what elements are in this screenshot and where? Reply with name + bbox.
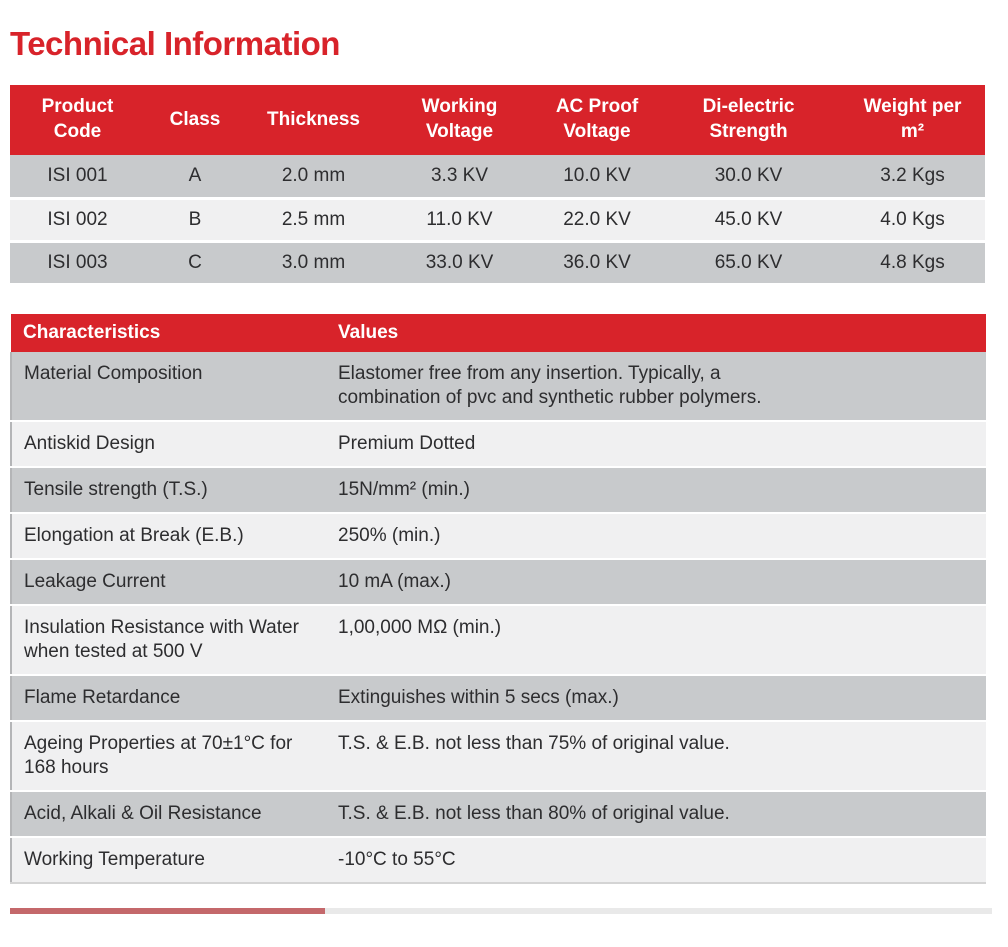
spec-cell: 10.0 KV	[537, 155, 657, 200]
spec-column-header: AC Proof Voltage	[537, 85, 657, 155]
next-table-top-edge	[10, 907, 992, 914]
spec-cell: 22.0 KV	[537, 198, 657, 243]
characteristic-value-text: Premium Dotted	[338, 432, 476, 454]
characteristic-value: Extinguishes within 5 secs (max.)	[326, 674, 986, 722]
spec-table-row: ISI 003 C 3.0 mm 33.0 KV 36.0 KV 65.0 KV 4.8 K…	[10, 241, 985, 286]
characteristic-value: Elastomer free from any insertion. Typic…	[326, 351, 986, 422]
characteristic-row: Leakage Current 10 mA (max.)	[10, 558, 986, 606]
characteristic-label: Elongation at Break (E.B.)	[10, 512, 326, 560]
characteristic-value-text: Extinguishes within 5 secs (max.)	[338, 686, 619, 708]
header-row: Product Code Class Thickness Working Voltag…	[10, 85, 985, 155]
characteristic-value: 1,00,000 MΩ (min.)	[326, 604, 986, 676]
characteristic-row: Antiskid Design Premium Dotted	[10, 420, 986, 468]
characteristic-row: Working Temperature -10°C to 55°C	[10, 836, 986, 884]
product-spec-table-body: ISI 001 A 2.0 mm 3.3 KV 10.0 KV 30.0 KV 3.2 Kg…	[10, 155, 985, 286]
spec-cell: 3.0 mm	[245, 241, 382, 286]
spec-cell: 4.8 Kgs	[840, 241, 985, 286]
page-title: Technical Information	[10, 25, 340, 62]
product-spec-table-header: Product Code Class Thickness Working Voltag…	[10, 85, 985, 155]
spec-cell: 4.0 Kgs	[840, 198, 985, 243]
characteristic-value-text: 10 mA (max.)	[338, 570, 451, 592]
spec-column-header: Di-electric Strength	[657, 85, 840, 155]
characteristic-label: Insulation Resistance with Water when te…	[10, 604, 326, 676]
spec-cell: A	[145, 155, 245, 200]
spec-cell: 3.3 KV	[382, 155, 537, 200]
characteristic-value: 15N/mm² (min.)	[326, 466, 986, 514]
next-table-red-header-segment	[10, 907, 325, 914]
characteristics-column-header: Characteristics	[11, 313, 326, 352]
product-spec-table: Product Code Class Thickness Working Voltag…	[10, 85, 985, 286]
spec-cell: 11.0 KV	[382, 198, 537, 243]
characteristic-label: Tensile strength (T.S.)	[10, 466, 326, 514]
characteristics-table-body: Material Composition Elastomer free from …	[10, 351, 986, 884]
characteristic-row: Material Composition Elastomer free from …	[10, 351, 986, 422]
characteristic-row: Elongation at Break (E.B.) 250% (min.)	[10, 512, 986, 560]
spec-cell: B	[145, 198, 245, 243]
spec-cell: ISI 002	[10, 198, 145, 243]
spec-cell: C	[145, 241, 245, 286]
characteristic-value: 10 mA (max.)	[326, 558, 986, 606]
spec-column-header: Thickness	[245, 85, 382, 155]
characteristic-value-text: Elastomer free from any insertion. Typic…	[338, 362, 762, 408]
characteristic-row: Ageing Properties at 70±1°C for 168 hour…	[10, 720, 986, 792]
characteristic-value: 250% (min.)	[326, 512, 986, 560]
technical-information-page: Technical Information Product Code Class T…	[0, 25, 1008, 914]
characteristic-row: Flame Retardance Extinguishes within 5 se…	[10, 674, 986, 722]
characteristic-label: Antiskid Design	[10, 420, 326, 468]
characteristic-value-text: 15N/mm² (min.)	[338, 478, 470, 500]
next-table-gray-segment	[325, 907, 992, 914]
characteristic-label: Leakage Current	[10, 558, 326, 606]
characteristic-value-text: T.S. & E.B. not less than 75% of origina…	[338, 732, 730, 754]
characteristic-label: Material Composition	[10, 351, 326, 422]
characteristic-value-text: T.S. & E.B. not less than 80% of origina…	[338, 802, 730, 824]
spec-cell: 45.0 KV	[657, 198, 840, 243]
spec-cell: ISI 001	[10, 155, 145, 200]
characteristic-value-text: 1,00,000 MΩ (min.)	[338, 616, 502, 638]
spec-column-header: Weight per m²	[840, 85, 985, 155]
spec-cell: ISI 003	[10, 241, 145, 286]
characteristics-table: Characteristics Values Material Compositi…	[10, 313, 986, 884]
characteristic-label: Ageing Properties at 70±1°C for 168 hour…	[10, 720, 326, 792]
spec-cell: 2.0 mm	[245, 155, 382, 200]
spec-column-header: Product Code	[10, 85, 145, 155]
characteristic-value: Premium Dotted	[326, 420, 986, 468]
spec-cell: 36.0 KV	[537, 241, 657, 286]
spec-cell: 65.0 KV	[657, 241, 840, 286]
characteristic-label: Acid, Alkali & Oil Resistance	[10, 790, 326, 838]
spec-table-row: ISI 001 A 2.0 mm 3.3 KV 10.0 KV 30.0 KV 3.2 Kg…	[10, 155, 985, 200]
header-row: Characteristics Values	[11, 313, 986, 352]
characteristics-column-header: Values	[326, 313, 986, 352]
spec-column-header: Class	[145, 85, 245, 155]
spec-cell: 2.5 mm	[245, 198, 382, 243]
characteristic-value-text: 250% (min.)	[338, 524, 441, 546]
characteristic-value-text: -10°C to 55°C	[338, 848, 456, 870]
characteristic-value: T.S. & E.B. not less than 75% of origina…	[326, 720, 986, 792]
characteristic-value: T.S. & E.B. not less than 80% of origina…	[326, 790, 986, 838]
characteristic-row: Acid, Alkali & Oil Resistance T.S. & E.B.…	[10, 790, 986, 838]
characteristics-table-header: Characteristics Values	[11, 313, 986, 352]
characteristic-label: Flame Retardance	[10, 674, 326, 722]
spec-table-row: ISI 002 B 2.5 mm 11.0 KV 22.0 KV 45.0 KV 4.0 K…	[10, 198, 985, 243]
characteristic-value: -10°C to 55°C	[326, 836, 986, 884]
characteristic-row: Insulation Resistance with Water when te…	[10, 604, 986, 676]
spec-column-header: Working Voltage	[382, 85, 537, 155]
characteristic-row: Tensile strength (T.S.) 15N/mm² (min.)	[10, 466, 986, 514]
spec-cell: 33.0 KV	[382, 241, 537, 286]
characteristic-label: Working Temperature	[10, 836, 326, 884]
spec-cell: 3.2 Kgs	[840, 155, 985, 200]
spec-cell: 30.0 KV	[657, 155, 840, 200]
